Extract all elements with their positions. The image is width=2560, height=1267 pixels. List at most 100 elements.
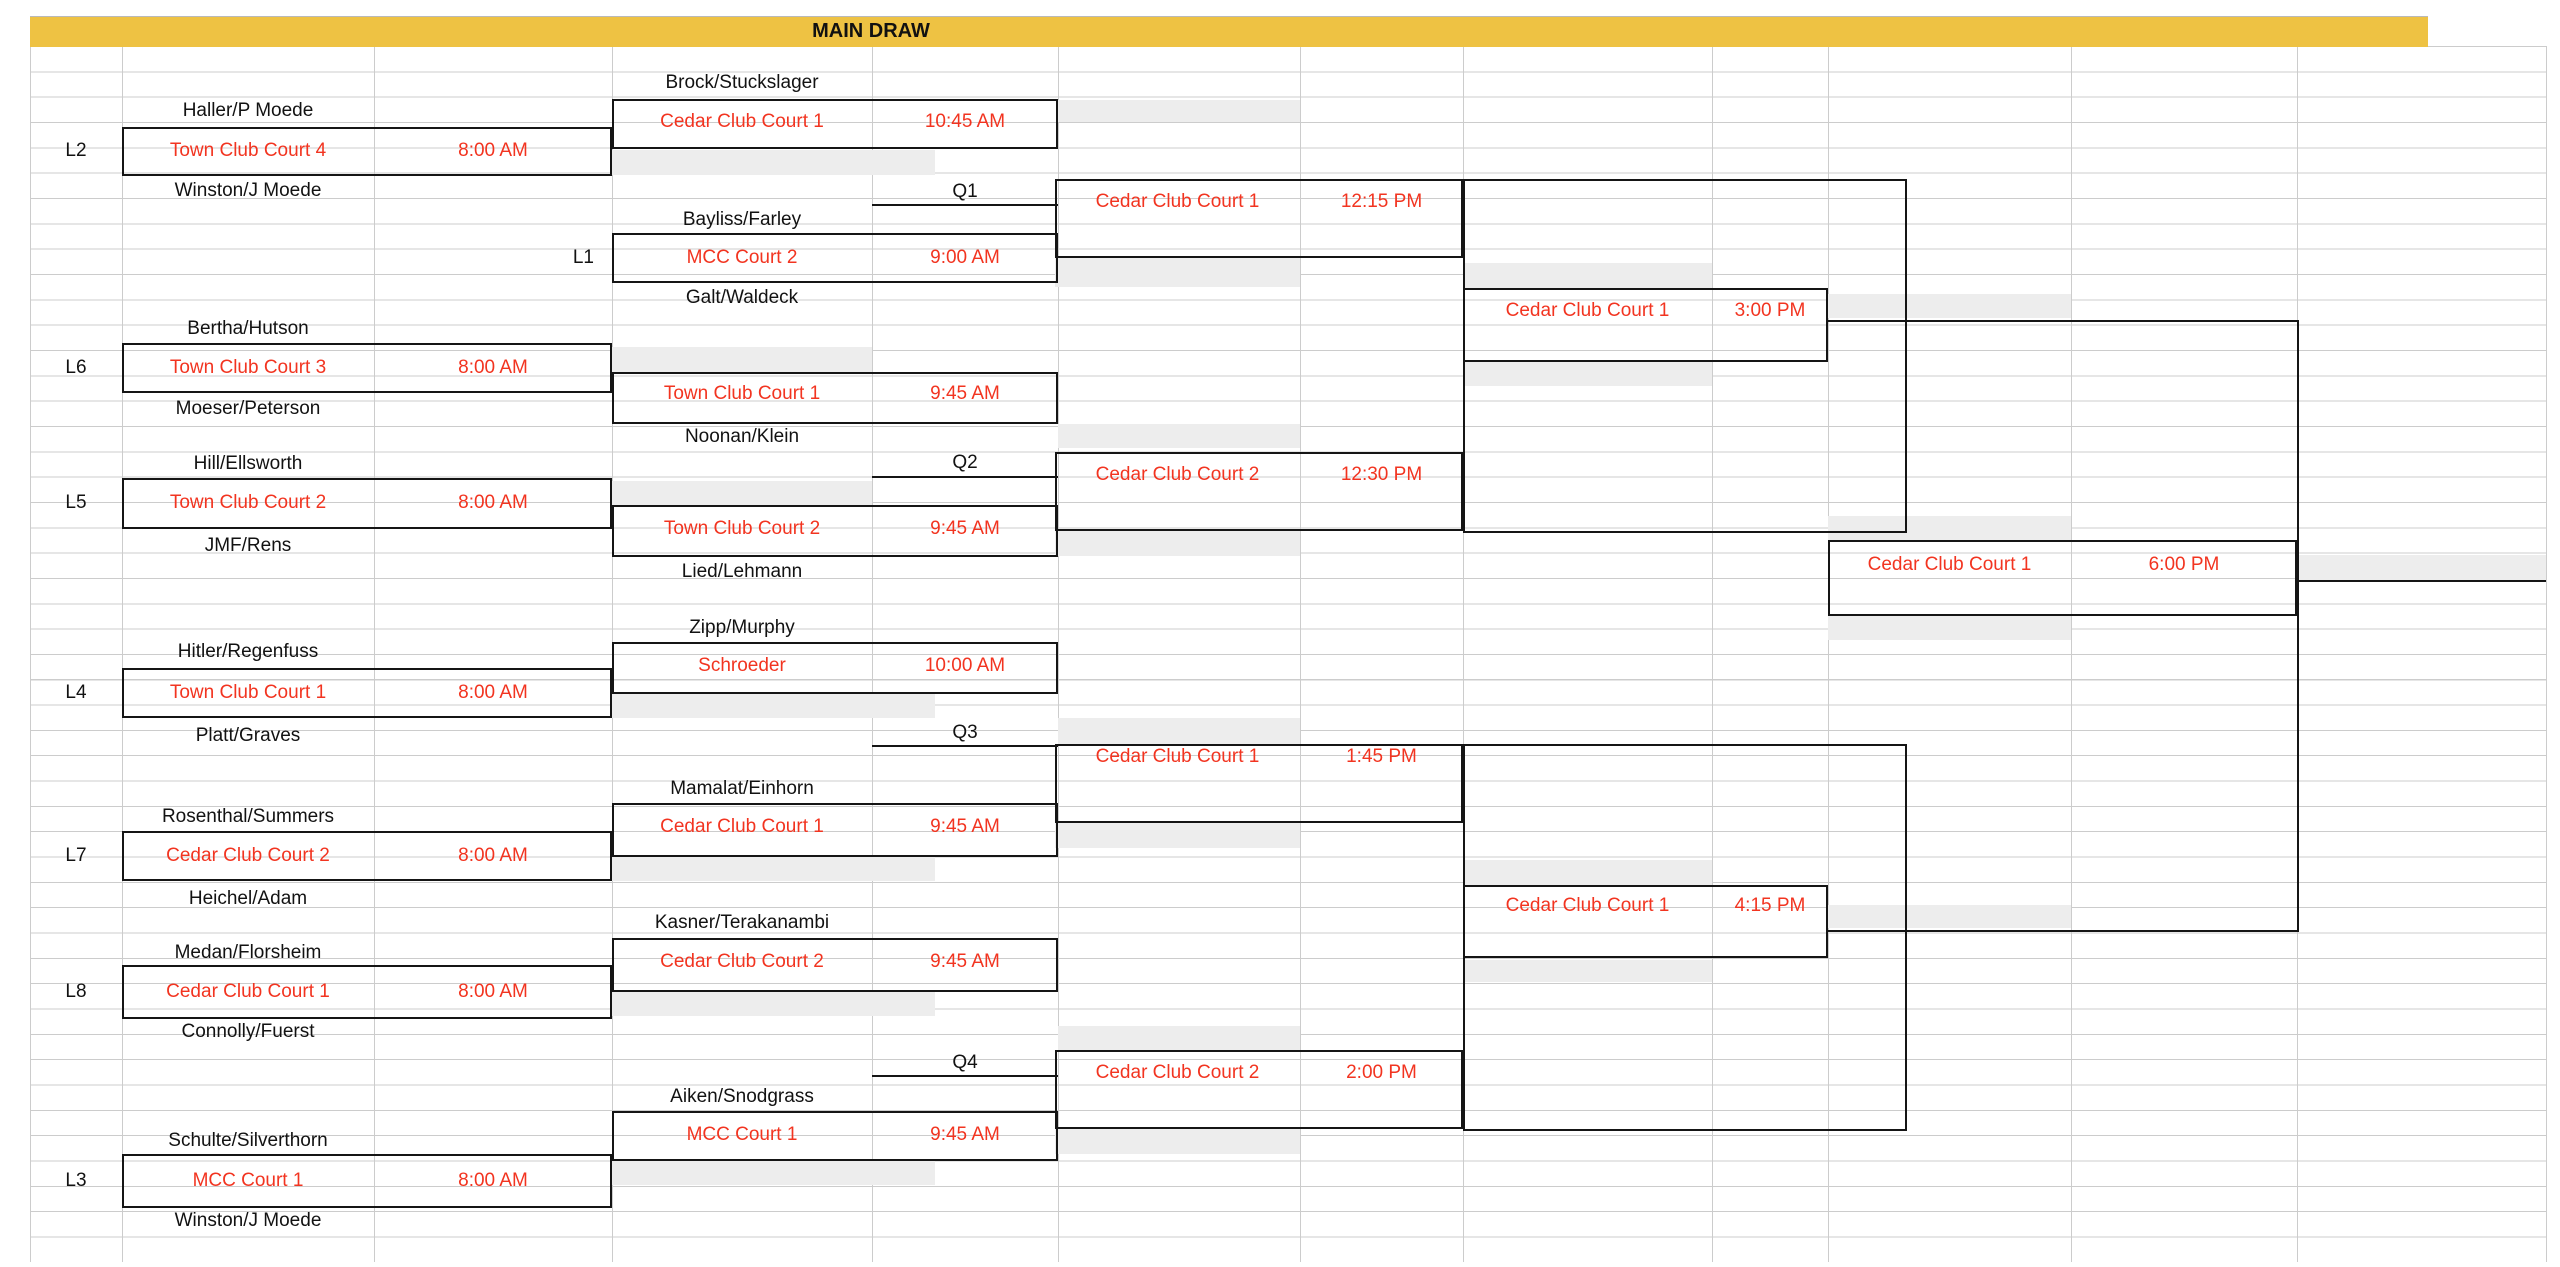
match-time: 6:00 PM	[2148, 554, 2220, 575]
team-name: Zipp/Murphy	[689, 617, 795, 638]
match-box-sf-1	[1463, 288, 1828, 362]
page-title: MAIN DRAW	[812, 20, 930, 42]
match-time: 10:45 AM	[924, 111, 1006, 132]
match-court: Cedar Club Court 1	[166, 981, 330, 1002]
match-court: Cedar Club Court 2	[166, 845, 330, 866]
shaded-cell	[1055, 823, 1300, 848]
shaded-cell	[1828, 516, 2071, 540]
match-court: MCC Court 1	[686, 1124, 798, 1145]
shaded-cell	[1828, 616, 2071, 640]
match-court: Town Club Court 3	[169, 357, 327, 378]
shaded-cell	[1055, 1129, 1300, 1154]
grid-rows	[30, 46, 2547, 1262]
team-name: Aiken/Snodgrass	[670, 1086, 814, 1107]
gridline-v	[374, 46, 375, 1262]
shaded-cell	[1463, 960, 1712, 982]
team-name: Heichel/Adam	[188, 888, 308, 909]
bracket-line	[1828, 930, 2297, 932]
shaded-cell	[612, 992, 935, 1016]
match-time: 3:00 PM	[1734, 300, 1806, 321]
match-box-final	[1828, 540, 2297, 616]
bracket-line	[1463, 744, 1905, 746]
team-name: Winston/J Moede	[174, 1210, 322, 1231]
match-time: 8:00 AM	[458, 845, 528, 866]
match-box-r1-7	[122, 1154, 612, 1208]
match-label: L6	[65, 357, 87, 378]
match-court: MCC Court 1	[192, 1170, 304, 1191]
match-label: L8	[65, 981, 87, 1002]
match-time: 12:30 PM	[1340, 464, 1423, 485]
gridline-v	[2546, 46, 2547, 1262]
match-box-r1-2	[122, 343, 612, 393]
gridline-v	[1463, 46, 1464, 1262]
match-court: Cedar Club Court 1	[1095, 746, 1260, 767]
team-name: Bertha/Hutson	[187, 318, 309, 339]
match-time: 8:00 AM	[458, 492, 528, 513]
bracket-line	[2297, 320, 2299, 932]
team-name: Kasner/Terakanambi	[654, 912, 830, 933]
match-time: 4:15 PM	[1734, 895, 1806, 916]
match-time: 9:45 AM	[930, 951, 1000, 972]
shaded-cell	[612, 481, 872, 505]
gridline-v	[1058, 46, 1059, 1262]
match-court: Cedar Club Court 2	[1095, 464, 1260, 485]
match-label: L7	[65, 845, 87, 866]
match-court: Cedar Club Court 1	[1505, 300, 1670, 321]
shaded-cell	[612, 1161, 935, 1185]
gridline-v	[30, 46, 31, 1262]
match-time: 8:00 AM	[458, 357, 528, 378]
match-time: 10:00 AM	[924, 655, 1006, 676]
match-time: 1:45 PM	[1346, 746, 1417, 767]
match-court: Cedar Club Court 1	[1867, 554, 2032, 575]
match-label: L1	[572, 247, 594, 268]
match-court: Cedar Club Court 1	[1505, 895, 1670, 916]
match-label: Q2	[952, 452, 978, 473]
shaded-cell	[612, 857, 935, 881]
match-time: 9:45 AM	[930, 518, 1000, 539]
match-time: 9:45 AM	[930, 1124, 1000, 1145]
match-box-r2-7	[612, 938, 1058, 992]
match-time: 8:00 AM	[458, 682, 528, 703]
bracket-line	[872, 1075, 1058, 1077]
match-box-r2-2	[612, 233, 1058, 283]
team-name: Hitler/Regenfuss	[177, 641, 319, 662]
match-court: Schroeder	[698, 655, 786, 676]
bracket-line	[1905, 744, 1907, 1131]
match-court: Cedar Club Court 1	[1095, 191, 1260, 212]
gridline-v	[2071, 46, 2072, 1262]
bracket-line	[1463, 1129, 1905, 1131]
match-time: 8:00 AM	[458, 1170, 528, 1191]
match-box-r2-8	[612, 1111, 1058, 1161]
team-name: Bayliss/Farley	[682, 209, 802, 230]
gridline-v	[1300, 46, 1301, 1262]
team-name: Medan/Florsheim	[174, 942, 322, 963]
team-name: Winston/J Moede	[174, 180, 322, 201]
match-box-r2-3	[612, 372, 1058, 424]
match-court: Town Club Court 1	[663, 383, 821, 404]
match-box-qf-3	[1055, 744, 1463, 823]
shaded-cell	[612, 347, 872, 372]
match-court: Town Club Court 1	[169, 682, 327, 703]
team-name: Mamalat/Einhorn	[670, 778, 814, 799]
team-name: Platt/Graves	[195, 725, 301, 746]
bracket-line	[872, 204, 1058, 206]
bracket-line	[1905, 179, 1907, 533]
match-box-r2-5	[612, 642, 1058, 694]
shaded-cell	[612, 150, 935, 175]
match-label: Q1	[952, 181, 978, 202]
match-box-r2-6	[612, 803, 1058, 857]
team-name: Brock/Stuckslager	[665, 72, 819, 93]
bracket-line	[872, 476, 1058, 478]
match-box-r2-1	[612, 99, 1058, 149]
shaded-cell	[2297, 555, 2546, 580]
match-label: Q4	[952, 1052, 978, 1073]
shaded-cell	[1058, 100, 1300, 122]
match-time: 9:00 AM	[930, 247, 1000, 268]
shaded-cell	[612, 694, 935, 718]
shaded-cell	[1055, 531, 1300, 556]
team-name: Moeser/Peterson	[175, 398, 321, 419]
bracket-line	[1463, 179, 1905, 181]
match-time: 12:15 PM	[1340, 191, 1423, 212]
match-court: Town Club Court 4	[169, 140, 327, 161]
